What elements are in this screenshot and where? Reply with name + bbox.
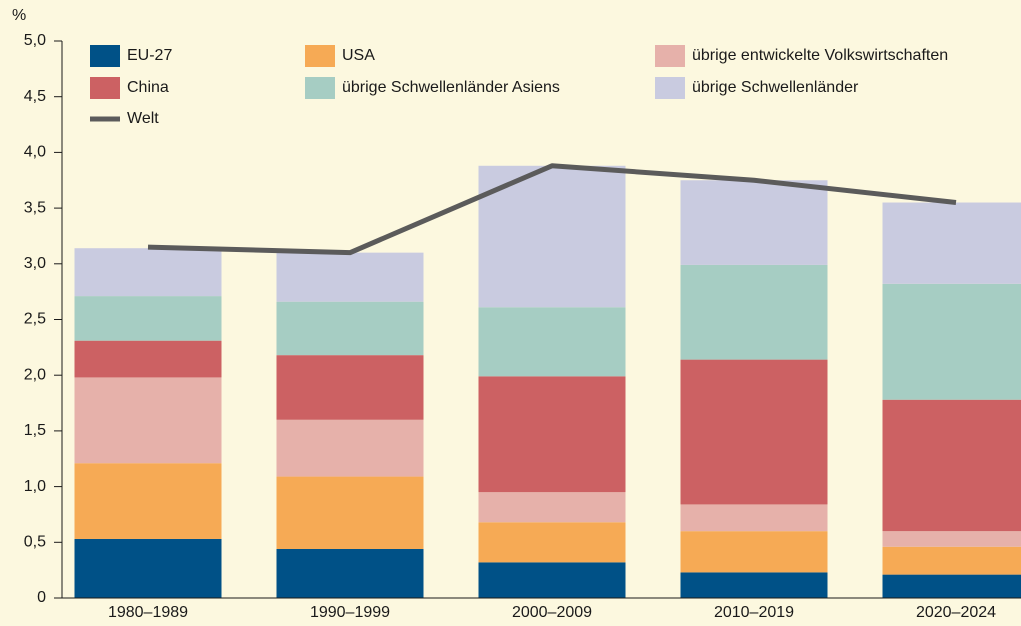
legend-swatch (305, 77, 335, 99)
y-tick-label: 4,0 (24, 144, 46, 161)
x-tick-label: 1990–1999 (310, 604, 390, 621)
bar-segment (74, 248, 222, 297)
bar-segment (882, 283, 1021, 400)
bar-segment (276, 252, 424, 302)
legend-label: USA (342, 47, 375, 64)
bar-segment (882, 531, 1021, 547)
legend-swatch (90, 45, 120, 67)
bar-segment (680, 572, 828, 598)
legend-label: übrige entwickelte Volkswirtschaften (692, 47, 948, 64)
bar-segment (276, 476, 424, 549)
bar-segment (680, 359, 828, 505)
bar-segment (276, 301, 424, 356)
bar-segment (276, 355, 424, 420)
x-tick-label: 2020–2024 (916, 604, 996, 621)
legend-swatch (655, 77, 685, 99)
bar-segment (74, 340, 222, 378)
y-tick-label: 0 (37, 589, 46, 606)
x-tick-label: 2000–2009 (512, 604, 592, 621)
legend-swatch (90, 77, 120, 99)
bar-segment (680, 180, 828, 265)
bar-segment (680, 531, 828, 573)
bar-segment (882, 574, 1021, 598)
bar-segment (680, 504, 828, 532)
bar-segment (74, 377, 222, 464)
bar-segment (882, 546, 1021, 575)
bar-segment (478, 376, 626, 493)
y-tick-label: 1,5 (24, 422, 46, 439)
y-tick-label: 2,5 (24, 311, 46, 328)
bar-segment (882, 202, 1021, 284)
y-tick-label: 5,0 (24, 32, 46, 49)
legend-label: Welt (127, 110, 159, 127)
y-tick-label: 3,5 (24, 199, 46, 216)
legend-label: übrige Schwellenländer (692, 79, 859, 96)
bar-segment (882, 399, 1021, 532)
bar-segment (680, 264, 828, 360)
x-tick-label: 1980–1989 (108, 604, 188, 621)
bar-segment (276, 419, 424, 477)
x-tick-label: 2010–2019 (714, 604, 794, 621)
legend-label: China (127, 79, 169, 96)
bar-segment (478, 492, 626, 523)
y-tick-label: 1,0 (24, 478, 46, 495)
line-welt (147, 163, 957, 256)
y-tick-label: 3,0 (24, 255, 46, 272)
legend-label: übrige Schwellenländer Asiens (342, 79, 560, 96)
bar-segment (478, 562, 626, 598)
bar-segment (478, 522, 626, 563)
legend-swatch (305, 45, 335, 67)
bar-segment (478, 307, 626, 377)
bar-segment (74, 538, 222, 598)
bar-segment (276, 548, 424, 598)
y-tick-label: 4,5 (24, 88, 46, 105)
y-tick-label: 0,5 (24, 534, 46, 551)
y-tick-label: 2,0 (24, 366, 46, 383)
bar-segment (74, 296, 222, 341)
legend-swatch (655, 45, 685, 67)
y-axis-label: % (12, 7, 26, 24)
legend-label: EU-27 (127, 47, 172, 64)
bar-segment (74, 463, 222, 539)
